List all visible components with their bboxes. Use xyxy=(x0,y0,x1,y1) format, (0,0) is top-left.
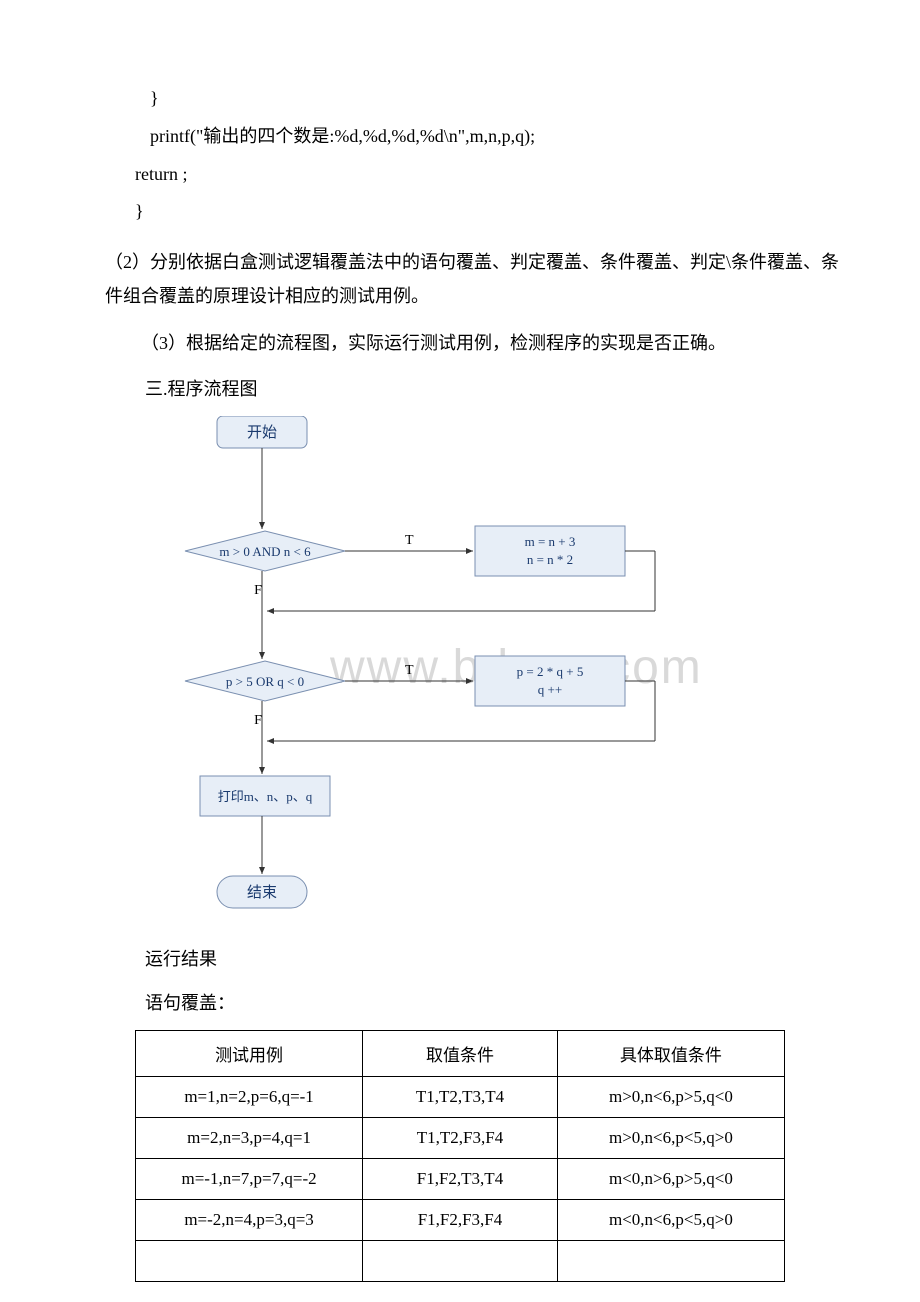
table-cell: m>0,n<6,p>5,q<0 xyxy=(557,1077,784,1118)
code-line: } xyxy=(150,80,860,118)
table-row: m=2,n=3,p=4,q=1 T1,T2,F3,F4 m>0,n<6,p<5,… xyxy=(136,1118,785,1159)
table-header-row: 测试用例 取值条件 具体取值条件 xyxy=(136,1031,785,1077)
table-cell: F1,F2,F3,F4 xyxy=(363,1200,558,1241)
code-line: } xyxy=(135,193,860,231)
table-cell: F1,F2,T3,T4 xyxy=(363,1159,558,1200)
table-cell xyxy=(557,1241,784,1282)
node-end: 结束 xyxy=(247,884,277,901)
table-header: 取值条件 xyxy=(363,1031,558,1077)
table-cell: T1,T2,F3,F4 xyxy=(363,1118,558,1159)
node-proc1-l2: n = n * 2 xyxy=(527,552,573,567)
table-row: m=1,n=2,p=6,q=-1 T1,T2,T3,T4 m>0,n<6,p>5… xyxy=(136,1077,785,1118)
node-proc2-l1: p = 2 * q + 5 xyxy=(517,664,584,679)
section-title: 三.程序流程图 xyxy=(145,372,860,406)
node-start: 开始 xyxy=(247,424,277,441)
table-cell: m=1,n=2,p=6,q=-1 xyxy=(136,1077,363,1118)
table-cell: m>0,n<6,p<5,q>0 xyxy=(557,1118,784,1159)
label-f1: F xyxy=(254,583,262,598)
table-cell xyxy=(363,1241,558,1282)
code-line: printf("输出的四个数是:%d,%d,%d,%d\n",m,n,p,q); xyxy=(150,118,860,156)
flowchart-svg: 开始 m > 0 AND n < 6 T m = n + 3 n = n * 2… xyxy=(145,416,765,936)
paragraph-3: （3）根据给定的流程图，实际运行测试用例，检测程序的实现是否正确。 xyxy=(105,326,850,360)
node-proc1-l1: m = n + 3 xyxy=(525,534,576,549)
node-cond1: m > 0 AND n < 6 xyxy=(219,544,311,559)
table-cell xyxy=(136,1241,363,1282)
label-t2: T xyxy=(405,663,414,678)
table-row: m=-1,n=7,p=7,q=-2 F1,F2,T3,T4 m<0,n>6,p>… xyxy=(136,1159,785,1200)
node-cond2: p > 5 OR q < 0 xyxy=(226,674,304,689)
table-cell: m<0,n>6,p>5,q<0 xyxy=(557,1159,784,1200)
table-header: 具体取值条件 xyxy=(557,1031,784,1077)
coverage-title: 语句覆盖： xyxy=(145,986,860,1020)
table-cell: T1,T2,T3,T4 xyxy=(363,1077,558,1118)
table-row xyxy=(136,1241,785,1282)
table-row: m=-2,n=4,p=3,q=3 F1,F2,F3,F4 m<0,n<6,p<5… xyxy=(136,1200,785,1241)
label-f2: F xyxy=(254,713,262,728)
node-print: 打印m、n、p、q xyxy=(218,789,313,804)
code-line: return ; xyxy=(135,156,860,194)
table-cell: m<0,n<6,p<5,q>0 xyxy=(557,1200,784,1241)
coverage-table: 测试用例 取值条件 具体取值条件 m=1,n=2,p=6,q=-1 T1,T2,… xyxy=(135,1030,785,1282)
code-block: } printf("输出的四个数是:%d,%d,%d,%d\n",m,n,p,q… xyxy=(105,80,860,231)
table-cell: m=2,n=3,p=4,q=1 xyxy=(136,1118,363,1159)
label-t1: T xyxy=(405,533,414,548)
flowchart: 开始 m > 0 AND n < 6 T m = n + 3 n = n * 2… xyxy=(145,416,765,936)
paragraph-2: （2）分别依据白盒测试逻辑覆盖法中的语句覆盖、判定覆盖、条件覆盖、判定\条件覆盖… xyxy=(105,245,850,313)
table-cell: m=-2,n=4,p=3,q=3 xyxy=(136,1200,363,1241)
table-cell: m=-1,n=7,p=7,q=-2 xyxy=(136,1159,363,1200)
table-header: 测试用例 xyxy=(136,1031,363,1077)
coverage-table-wrapper: 测试用例 取值条件 具体取值条件 m=1,n=2,p=6,q=-1 T1,T2,… xyxy=(135,1030,785,1282)
result-title: 运行结果 xyxy=(145,942,860,976)
node-proc2-l2: q ++ xyxy=(538,682,562,697)
